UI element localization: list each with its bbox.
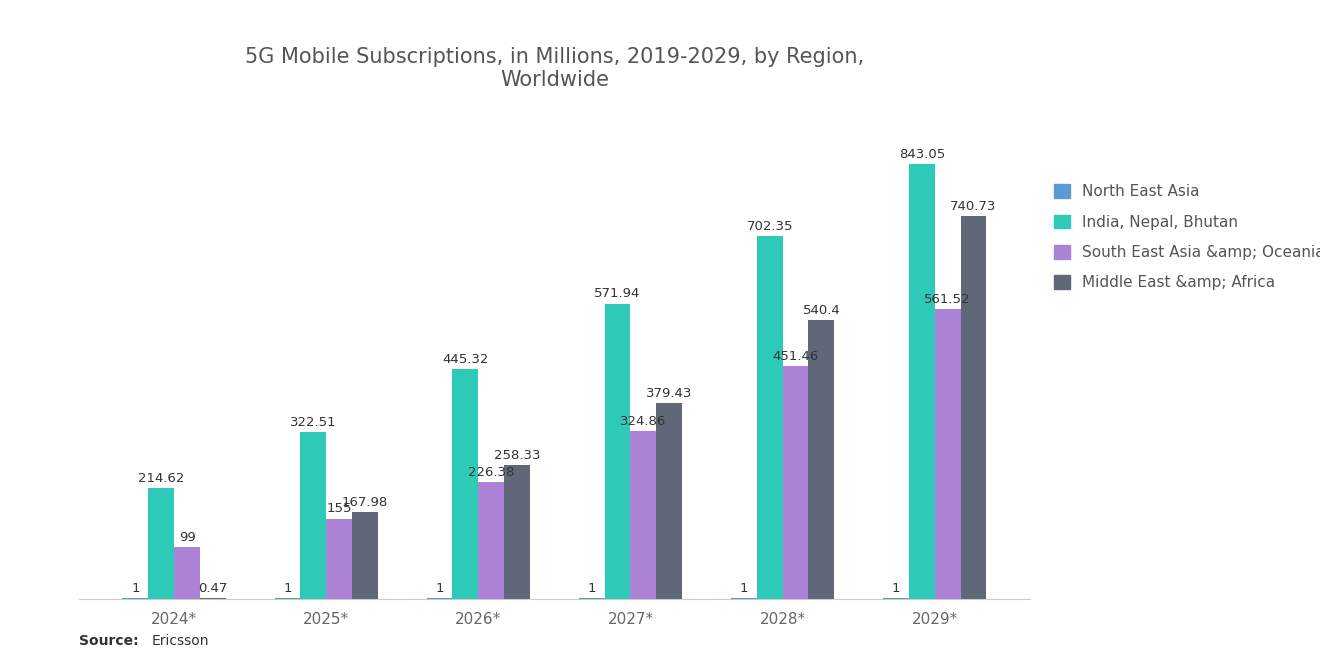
Text: 540.4: 540.4 [803,304,841,317]
Text: 379.43: 379.43 [645,387,693,400]
Bar [326,519,352,598]
Bar [808,320,834,598]
Text: 451.46: 451.46 [772,350,818,362]
Text: Source:: Source: [79,634,139,648]
Text: 1: 1 [131,582,140,595]
Text: 571.94: 571.94 [594,287,640,301]
Text: 561.52: 561.52 [924,293,972,306]
Bar [756,236,783,598]
Text: 740.73: 740.73 [950,200,997,213]
Text: 1: 1 [891,582,900,595]
Text: Ericsson: Ericsson [152,634,210,648]
Bar [961,217,986,598]
Text: 445.32: 445.32 [442,352,488,366]
Text: 1: 1 [739,582,748,595]
Bar [453,369,478,598]
Text: 214.62: 214.62 [139,471,185,485]
Bar [605,303,631,598]
Legend: North East Asia, India, Nepal, Bhutan, South East Asia &amp; Oceania, Middle Eas: North East Asia, India, Nepal, Bhutan, S… [1047,176,1320,298]
Text: 1: 1 [587,582,595,595]
Bar [656,403,682,598]
Text: 99: 99 [178,531,195,545]
Bar [352,512,378,599]
Text: 1: 1 [436,582,444,595]
Text: 843.05: 843.05 [899,148,945,161]
Text: 322.51: 322.51 [290,416,337,429]
Bar [148,488,174,598]
Bar [174,547,199,598]
Bar [301,432,326,598]
Bar [478,481,504,598]
Bar [504,465,531,598]
Text: 167.98: 167.98 [342,496,388,509]
Text: 226.38: 226.38 [469,465,515,479]
Text: 702.35: 702.35 [746,220,793,233]
Text: 258.33: 258.33 [494,449,540,462]
Text: 5G Mobile Subscriptions, in Millions, 2019-2029, by Region,
Worldwide: 5G Mobile Subscriptions, in Millions, 20… [244,47,865,90]
Text: 0.47: 0.47 [198,582,227,595]
Text: 324.86: 324.86 [620,415,667,428]
Bar [909,164,935,598]
Bar [631,431,656,598]
Text: 1: 1 [284,582,292,595]
Text: 155: 155 [326,503,352,515]
Bar [783,366,808,598]
Bar [935,309,961,598]
